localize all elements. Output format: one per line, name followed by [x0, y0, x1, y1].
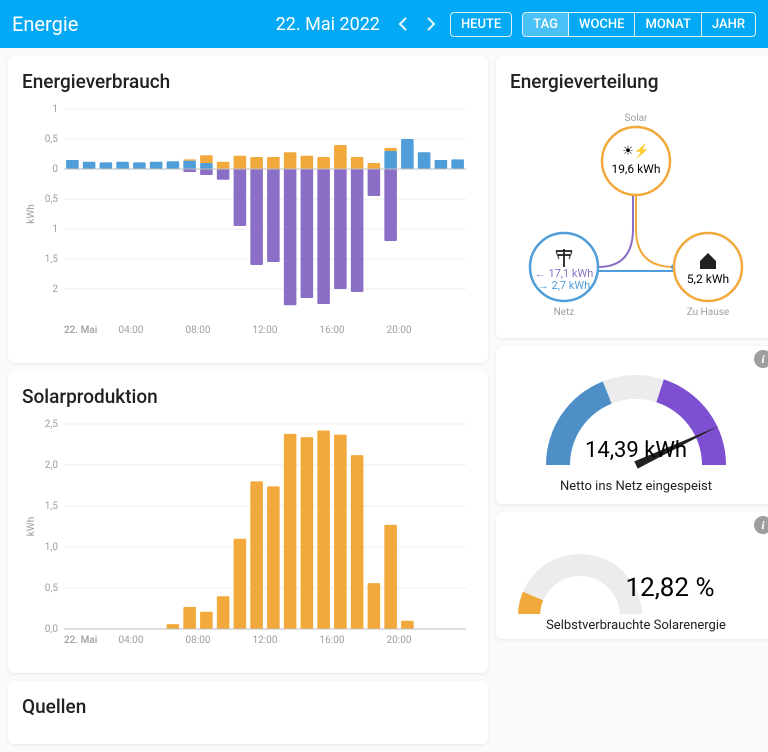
- svg-text:0,0: 0,0: [45, 624, 59, 635]
- sources-title: Quellen: [22, 695, 474, 718]
- svg-text:12:00: 12:00: [253, 635, 278, 646]
- usage-chart: 0 0,5 1 0,5 1 1,5 2 kWh 22. Mai 04:00 08:00 12:00 16…: [22, 99, 472, 349]
- chevron-left-icon: [398, 17, 408, 31]
- current-date: 22. Mai 2022: [276, 14, 380, 35]
- page-title: Energie: [12, 12, 78, 36]
- svg-text:2,5: 2,5: [45, 419, 59, 430]
- chevron-right-icon: [426, 17, 436, 31]
- svg-text:1,5: 1,5: [45, 501, 59, 512]
- svg-text:16:00: 16:00: [320, 635, 345, 646]
- distribution-card: Energieverteilung Solar Netz Zu Hause ☀⚡ 19,…: [496, 56, 768, 338]
- svg-text:22. Mai: 22. Mai: [64, 635, 97, 646]
- self-consumption-gauge: 12,82 %: [510, 526, 762, 614]
- next-day-button[interactable]: [422, 15, 440, 33]
- svg-text:0: 0: [52, 164, 58, 175]
- svg-text:04:00: 04:00: [119, 635, 144, 646]
- solar-card: Solarproduktion 0,0 0,5 1,0 1,5 2,0 2,5 kWh 22.…: [8, 371, 488, 673]
- svg-text:19,6 kWh: 19,6 kWh: [612, 162, 661, 176]
- svg-text:2,0: 2,0: [45, 460, 59, 471]
- svg-text:5,2 kWh: 5,2 kWh: [687, 272, 729, 286]
- svg-text:→ 2,7 kWh: → 2,7 kWh: [538, 279, 590, 292]
- self-consumption-card: i 12,82 % Selbstverbrauchte Solarenergie: [496, 512, 768, 639]
- svg-text:14,39 kWh: 14,39 kWh: [585, 438, 687, 463]
- range-selector: TAG WOCHE MONAT JAHR: [522, 12, 756, 37]
- svg-text:20:00: 20:00: [387, 325, 412, 336]
- svg-text:Zu Hause: Zu Hause: [687, 307, 729, 318]
- distribution-diagram: SolarNetzZu Hause☀⚡19,6 kWh← 17,1 kWh→ 2…: [510, 99, 762, 324]
- distribution-title: Energieverteilung: [510, 70, 762, 93]
- svg-text:kWh: kWh: [26, 204, 37, 223]
- usage-card: Energieverbrauch 0 0,5 1 0,5 1 1,5 2 kWh 22. Mai…: [8, 56, 488, 363]
- solar-title: Solarproduktion: [22, 385, 474, 408]
- svg-text:20:00: 20:00: [387, 635, 412, 646]
- header-bar: Energie 22. Mai 2022 HEUTE TAG WOCHE MON…: [0, 0, 768, 48]
- range-tag[interactable]: TAG: [523, 13, 569, 36]
- usage-title: Energieverbrauch: [22, 70, 474, 93]
- range-jahr[interactable]: JAHR: [702, 13, 755, 36]
- svg-text:08:00: 08:00: [186, 635, 211, 646]
- svg-text:2: 2: [52, 284, 58, 295]
- prev-day-button[interactable]: [394, 15, 412, 33]
- svg-text:12,82 %: 12,82 %: [625, 573, 714, 603]
- svg-text:08:00: 08:00: [186, 325, 211, 336]
- net-gauge-caption: Netto ins Netz eingespeist: [510, 479, 762, 494]
- svg-text:0,5: 0,5: [45, 194, 59, 205]
- net-gauge: 14,39 kWh: [510, 360, 762, 475]
- sources-card: Quellen: [8, 681, 488, 744]
- svg-text:12:00: 12:00: [253, 325, 278, 336]
- svg-text:16:00: 16:00: [320, 325, 345, 336]
- svg-text:Solar: Solar: [625, 113, 649, 124]
- svg-text:1,0: 1,0: [45, 542, 59, 553]
- svg-text:☀⚡: ☀⚡: [622, 143, 650, 159]
- svg-text:22. Mai: 22. Mai: [64, 325, 97, 336]
- svg-text:1: 1: [52, 104, 58, 115]
- solar-chart: 0,0 0,5 1,0 1,5 2,0 2,5 kWh 22. Mai 04:00 08:00 12…: [22, 414, 472, 659]
- svg-text:0,5: 0,5: [45, 134, 59, 145]
- range-woche[interactable]: WOCHE: [569, 13, 635, 36]
- svg-text:kWh: kWh: [26, 517, 37, 536]
- svg-text:04:00: 04:00: [119, 325, 144, 336]
- info-icon[interactable]: i: [754, 516, 768, 534]
- net-gauge-card: i 14,39 kWh Netto ins Netz eingespeist: [496, 346, 768, 504]
- info-icon[interactable]: i: [754, 350, 768, 368]
- svg-text:1: 1: [52, 224, 58, 235]
- svg-text:1,5: 1,5: [45, 254, 59, 265]
- self-consumption-caption: Selbstverbrauchte Solarenergie: [510, 618, 762, 633]
- today-button[interactable]: HEUTE: [450, 12, 512, 37]
- svg-text:Netz: Netz: [554, 307, 575, 318]
- range-monat[interactable]: MONAT: [635, 13, 701, 36]
- svg-text:0,5: 0,5: [45, 583, 59, 594]
